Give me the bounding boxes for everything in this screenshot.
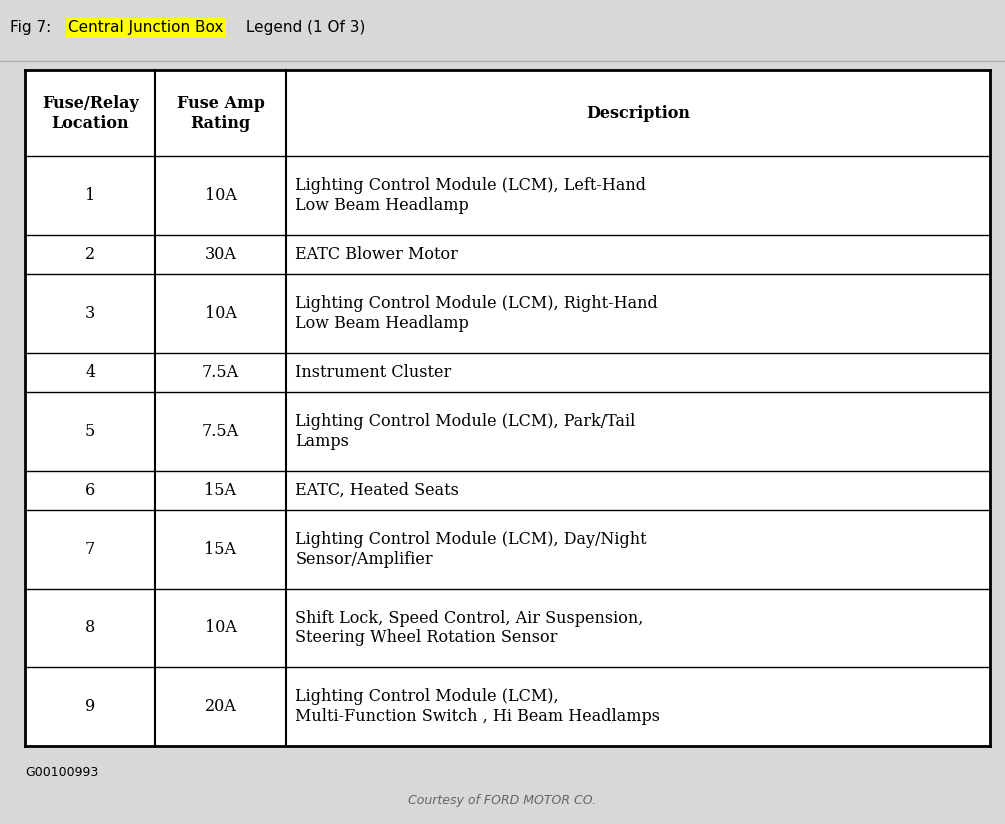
Text: 7.5A: 7.5A bbox=[202, 364, 239, 381]
Text: 20A: 20A bbox=[205, 698, 236, 715]
Text: 6: 6 bbox=[85, 482, 95, 499]
Text: G00100993: G00100993 bbox=[25, 765, 98, 779]
Text: Central Junction Box: Central Junction Box bbox=[68, 21, 224, 35]
Text: 30A: 30A bbox=[205, 246, 236, 263]
Text: 8: 8 bbox=[85, 620, 95, 636]
Text: 10A: 10A bbox=[205, 187, 236, 204]
Text: Fuse/Relay
Location: Fuse/Relay Location bbox=[42, 95, 139, 132]
Text: Fig 7:: Fig 7: bbox=[10, 21, 56, 35]
Text: Lighting Control Module (LCM), Day/Night
Sensor/Amplifier: Lighting Control Module (LCM), Day/Night… bbox=[295, 531, 647, 568]
Text: EATC Blower Motor: EATC Blower Motor bbox=[295, 246, 458, 263]
Text: Legend (1 Of 3): Legend (1 Of 3) bbox=[241, 21, 366, 35]
Text: 3: 3 bbox=[85, 305, 95, 322]
Text: Instrument Cluster: Instrument Cluster bbox=[295, 364, 451, 381]
Text: 10A: 10A bbox=[205, 305, 236, 322]
Text: 4: 4 bbox=[85, 364, 95, 381]
Text: 15A: 15A bbox=[204, 541, 236, 558]
Text: Lighting Control Module (LCM), Park/Tail
Lamps: Lighting Control Module (LCM), Park/Tail… bbox=[295, 413, 635, 450]
Text: 10A: 10A bbox=[205, 620, 236, 636]
Text: 7.5A: 7.5A bbox=[202, 423, 239, 440]
Text: Lighting Control Module (LCM),
Multi-Function Switch , Hi Beam Headlamps: Lighting Control Module (LCM), Multi-Fun… bbox=[295, 688, 660, 725]
Text: Lighting Control Module (LCM), Right-Hand
Low Beam Headlamp: Lighting Control Module (LCM), Right-Han… bbox=[295, 295, 658, 332]
Text: Fuse Amp
Rating: Fuse Amp Rating bbox=[177, 95, 264, 132]
Text: Description: Description bbox=[586, 105, 689, 122]
Text: 9: 9 bbox=[85, 698, 95, 715]
Text: Lighting Control Module (LCM), Left-Hand
Low Beam Headlamp: Lighting Control Module (LCM), Left-Hand… bbox=[295, 177, 646, 214]
Text: 5: 5 bbox=[85, 423, 95, 440]
Text: EATC, Heated Seats: EATC, Heated Seats bbox=[295, 482, 459, 499]
Text: 1: 1 bbox=[85, 187, 95, 204]
Text: 7: 7 bbox=[85, 541, 95, 558]
Text: 15A: 15A bbox=[204, 482, 236, 499]
Text: 2: 2 bbox=[85, 246, 95, 263]
Text: Shift Lock, Speed Control, Air Suspension,
Steering Wheel Rotation Sensor: Shift Lock, Speed Control, Air Suspensio… bbox=[295, 610, 643, 646]
Text: Courtesy of FORD MOTOR CO.: Courtesy of FORD MOTOR CO. bbox=[408, 794, 597, 808]
